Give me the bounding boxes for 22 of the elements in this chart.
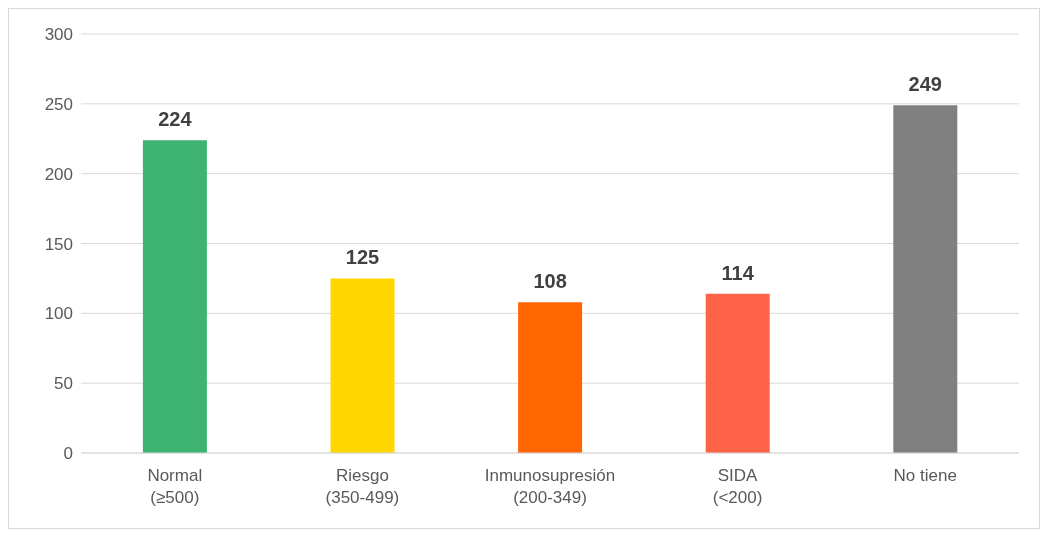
- y-tick-label: 250: [44, 94, 73, 114]
- data-label: 114: [721, 261, 755, 284]
- data-label: 108: [533, 270, 567, 293]
- y-tick-label: 300: [44, 25, 73, 45]
- data-label: 125: [345, 246, 380, 269]
- bar: [330, 278, 395, 453]
- bar: [893, 105, 958, 453]
- bar: [518, 302, 583, 453]
- y-tick-label: 150: [44, 234, 73, 254]
- y-tick-label: 100: [44, 304, 73, 324]
- data-label: 249: [908, 73, 942, 96]
- bar: [142, 140, 207, 453]
- y-tick-label: 50: [54, 374, 73, 394]
- x-tick-label: SIDA (<200): [712, 466, 763, 507]
- x-tick-label: No tiene: [893, 466, 957, 485]
- y-tick-label: 200: [44, 164, 73, 184]
- x-tick-label: Normal (≥500): [147, 466, 203, 507]
- data-label: 224: [158, 108, 193, 131]
- y-tick-label: 0: [63, 444, 73, 464]
- x-tick-label: Riesgo (350-499): [325, 466, 400, 507]
- bar: [705, 293, 770, 453]
- x-tick-label: Inmunosupresión (200-349): [484, 466, 616, 507]
